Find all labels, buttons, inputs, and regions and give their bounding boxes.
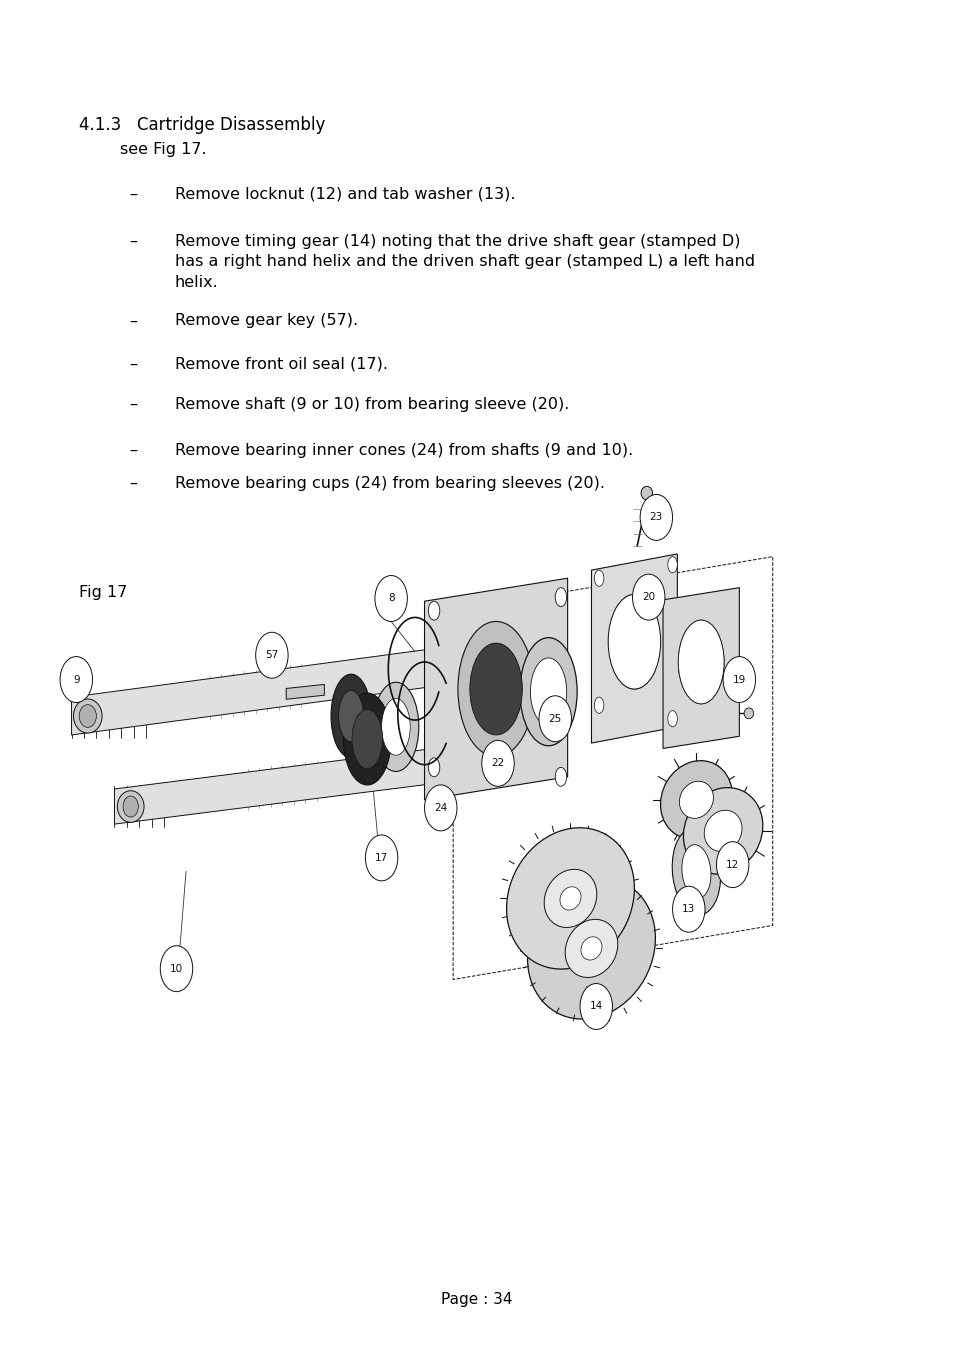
- Ellipse shape: [469, 643, 522, 735]
- Ellipse shape: [596, 570, 672, 713]
- Circle shape: [672, 886, 704, 932]
- Ellipse shape: [703, 811, 741, 851]
- Text: 57: 57: [265, 650, 278, 661]
- Text: Remove locknut (12) and tab washer (13).: Remove locknut (12) and tab washer (13).: [174, 186, 515, 201]
- Text: Remove gear key (57).: Remove gear key (57).: [174, 313, 357, 328]
- Text: 17: 17: [375, 852, 388, 863]
- Text: 10: 10: [170, 963, 183, 974]
- Text: –: –: [129, 186, 136, 201]
- Ellipse shape: [594, 570, 603, 586]
- Ellipse shape: [659, 761, 732, 839]
- Text: –: –: [129, 476, 136, 490]
- Polygon shape: [286, 685, 324, 700]
- Polygon shape: [591, 554, 677, 743]
- Ellipse shape: [682, 788, 762, 874]
- Circle shape: [365, 835, 397, 881]
- Circle shape: [579, 984, 612, 1029]
- Polygon shape: [71, 638, 515, 735]
- Ellipse shape: [672, 828, 720, 915]
- Text: 20: 20: [641, 592, 655, 603]
- Ellipse shape: [428, 758, 439, 777]
- Ellipse shape: [608, 594, 659, 689]
- Ellipse shape: [667, 557, 677, 573]
- Circle shape: [375, 576, 407, 621]
- Ellipse shape: [559, 886, 580, 911]
- Polygon shape: [424, 578, 567, 800]
- Text: Remove front oil seal (17).: Remove front oil seal (17).: [174, 357, 387, 372]
- Ellipse shape: [73, 698, 102, 734]
- Circle shape: [639, 494, 672, 540]
- Ellipse shape: [678, 620, 723, 704]
- Polygon shape: [662, 588, 739, 748]
- Ellipse shape: [594, 697, 603, 713]
- Ellipse shape: [608, 594, 659, 689]
- Text: Remove bearing inner cones (24) from shafts (9 and 10).: Remove bearing inner cones (24) from sha…: [174, 443, 632, 458]
- Circle shape: [481, 740, 514, 786]
- Text: Remove bearing cups (24) from bearing sleeves (20).: Remove bearing cups (24) from bearing sl…: [174, 476, 604, 490]
- Text: Fig 17: Fig 17: [79, 585, 128, 600]
- Ellipse shape: [457, 621, 534, 757]
- Ellipse shape: [564, 919, 618, 978]
- Circle shape: [424, 785, 456, 831]
- Ellipse shape: [640, 486, 652, 500]
- Text: 13: 13: [681, 904, 695, 915]
- Circle shape: [632, 574, 664, 620]
- Text: 22: 22: [491, 758, 504, 769]
- Text: –: –: [129, 357, 136, 372]
- Text: –: –: [129, 443, 136, 458]
- Ellipse shape: [352, 709, 382, 769]
- Ellipse shape: [679, 781, 713, 819]
- Circle shape: [60, 657, 92, 703]
- Ellipse shape: [580, 936, 601, 961]
- Text: 8: 8: [388, 593, 394, 604]
- Ellipse shape: [331, 674, 371, 758]
- Ellipse shape: [373, 682, 418, 771]
- Ellipse shape: [681, 844, 710, 898]
- Text: Remove shaft (9 or 10) from bearing sleeve (20).: Remove shaft (9 or 10) from bearing slee…: [174, 397, 568, 412]
- Ellipse shape: [555, 767, 566, 786]
- Text: 4.1.3   Cartridge Disassembly: 4.1.3 Cartridge Disassembly: [79, 116, 325, 134]
- Ellipse shape: [343, 693, 391, 785]
- Text: –: –: [129, 313, 136, 328]
- Text: 23: 23: [649, 512, 662, 523]
- Text: 12: 12: [725, 859, 739, 870]
- Circle shape: [160, 946, 193, 992]
- Ellipse shape: [338, 690, 363, 742]
- Ellipse shape: [381, 698, 410, 755]
- Ellipse shape: [667, 711, 677, 727]
- Ellipse shape: [678, 620, 723, 704]
- Text: 25: 25: [548, 713, 561, 724]
- Text: –: –: [129, 234, 136, 249]
- Ellipse shape: [123, 796, 138, 817]
- Ellipse shape: [506, 828, 634, 969]
- Circle shape: [538, 696, 571, 742]
- Ellipse shape: [519, 638, 577, 746]
- Ellipse shape: [79, 705, 96, 727]
- Ellipse shape: [530, 658, 566, 725]
- Ellipse shape: [555, 588, 566, 607]
- Text: 9: 9: [73, 674, 79, 685]
- Polygon shape: [114, 736, 529, 824]
- Text: Remove timing gear (14) noting that the drive shaft gear (stamped D)
has a right: Remove timing gear (14) noting that the …: [174, 234, 754, 289]
- Circle shape: [255, 632, 288, 678]
- Circle shape: [716, 842, 748, 888]
- Text: 14: 14: [589, 1001, 602, 1012]
- Ellipse shape: [117, 790, 144, 823]
- Text: 24: 24: [434, 802, 447, 813]
- Circle shape: [722, 657, 755, 703]
- Ellipse shape: [543, 869, 597, 928]
- Ellipse shape: [527, 878, 655, 1019]
- Text: Page : 34: Page : 34: [441, 1292, 512, 1308]
- Ellipse shape: [428, 601, 439, 620]
- Ellipse shape: [666, 597, 735, 727]
- Text: 19: 19: [732, 674, 745, 685]
- Text: see Fig 17.: see Fig 17.: [79, 142, 207, 157]
- Ellipse shape: [743, 708, 753, 719]
- Text: –: –: [129, 397, 136, 412]
